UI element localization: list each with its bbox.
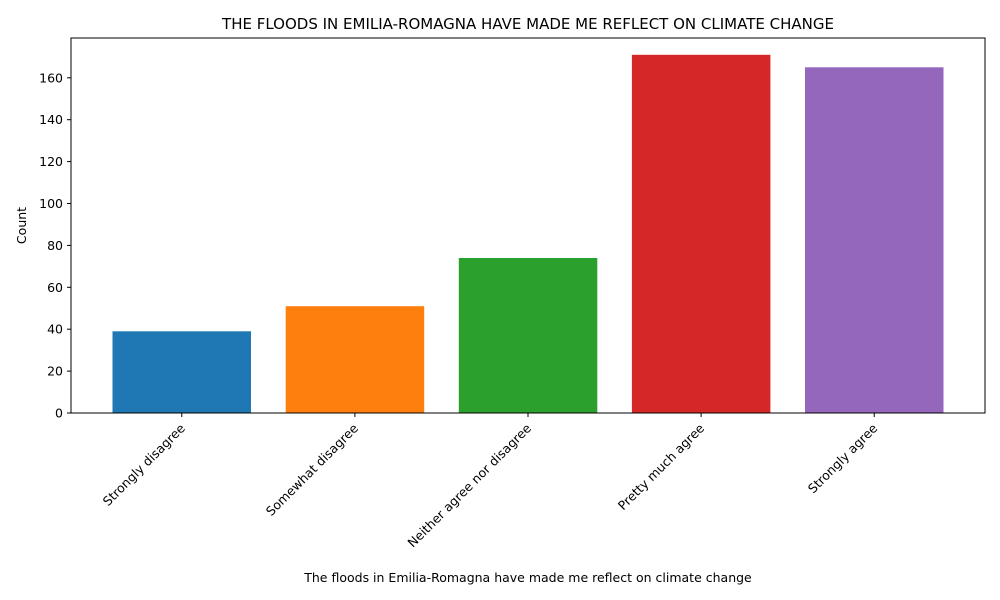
x-tick-label: Pretty much agree	[615, 420, 708, 513]
bar-pretty-much-agree	[631, 54, 771, 414]
plot-area-frame	[70, 37, 986, 414]
x-axis-label: The floods in Emilia-Romagna have made m…	[303, 570, 752, 585]
y-tick-label: 120	[39, 154, 63, 169]
bar-neither-agree-nor-disagree	[458, 258, 598, 413]
y-tick-label: 80	[47, 238, 63, 253]
y-tick-label: 100	[39, 196, 63, 211]
bar-strongly-agree	[805, 67, 944, 414]
x-tick-label: Strongly agree	[805, 420, 881, 496]
y-tick-label: 20	[47, 364, 63, 379]
x-axis-ticks: Strongly disagree Somewhat disagree Neithe…	[100, 413, 881, 550]
y-tick-label: 40	[47, 322, 63, 337]
chart-title: THE FLOODS IN EMILIA-ROMAGNA HAVE MADE M…	[221, 15, 834, 33]
x-tick-label: Somewhat disagree	[263, 420, 361, 518]
y-tick-label: 0	[55, 406, 63, 421]
y-axis-ticks: 0 20 40 60 80 100 120 140 160	[39, 70, 71, 421]
bars-group	[112, 54, 944, 414]
y-tick-label: 160	[39, 70, 63, 85]
bar-strongly-disagree	[112, 331, 251, 413]
y-tick-label: 140	[39, 112, 63, 127]
x-tick-label: Strongly disagree	[100, 420, 188, 508]
bar-somewhat-disagree	[285, 306, 425, 413]
x-tick-label: Neither agree nor disagree	[404, 420, 534, 550]
y-tick-label: 60	[47, 280, 63, 295]
y-axis-label: Count	[14, 207, 29, 244]
